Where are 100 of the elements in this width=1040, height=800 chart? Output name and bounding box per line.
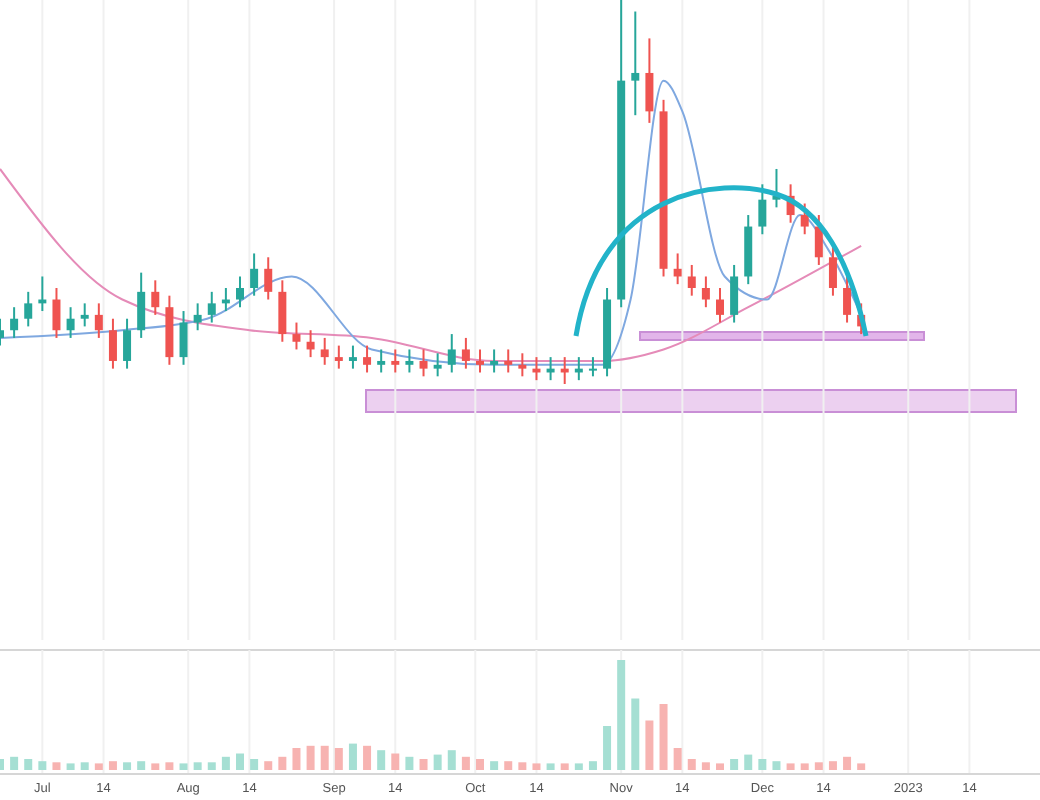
bar (250, 759, 259, 770)
bar (221, 756, 230, 770)
bar (363, 745, 372, 770)
bar (631, 698, 640, 770)
bar (476, 759, 484, 770)
bar (744, 754, 753, 770)
bar (38, 761, 47, 770)
candlestick (391, 348, 400, 374)
candlestick (320, 336, 329, 366)
candlestick (193, 302, 202, 332)
bar (504, 761, 513, 770)
candlestick (447, 333, 456, 374)
bar (532, 763, 541, 770)
bar (546, 763, 555, 770)
bar (165, 762, 174, 770)
candlestick (405, 348, 414, 374)
candlestick (476, 348, 484, 374)
bar (306, 745, 315, 770)
bar (730, 759, 739, 770)
bar (405, 756, 414, 770)
bar (207, 762, 216, 770)
candlestick (504, 348, 513, 374)
bar (814, 762, 823, 770)
candlestick (800, 202, 809, 236)
bar (645, 720, 654, 770)
bar (828, 761, 837, 770)
bar (786, 763, 795, 770)
bar (334, 748, 343, 770)
candlestick (673, 252, 682, 286)
candlestick (292, 321, 301, 351)
bar (419, 759, 428, 770)
candlestick (588, 356, 597, 378)
bar (518, 762, 527, 770)
bar (843, 756, 852, 770)
bar (348, 743, 357, 770)
candlestick (687, 263, 696, 297)
candlestick (730, 263, 739, 324)
candlestick (334, 344, 343, 370)
candlestick (828, 244, 837, 297)
candlestick (94, 302, 103, 339)
bar (193, 762, 202, 770)
bar (560, 763, 569, 770)
candlestick (490, 348, 499, 374)
candlestick (278, 279, 287, 343)
bar (320, 745, 329, 770)
candlestick (419, 348, 428, 378)
bar (758, 759, 767, 770)
candlestick (461, 336, 470, 370)
bar (66, 763, 75, 770)
candlestick (306, 329, 315, 359)
candlestick (236, 275, 244, 309)
bar (617, 660, 626, 770)
bar (278, 756, 287, 770)
bar (772, 761, 781, 770)
bar (377, 750, 386, 770)
bar (94, 763, 103, 770)
candlestick (52, 287, 61, 339)
bar (52, 762, 61, 770)
bar (574, 763, 583, 770)
candlestick (716, 287, 724, 324)
candlestick (108, 317, 117, 370)
bar (433, 754, 442, 770)
candlestick (758, 183, 767, 236)
candlestick (123, 317, 132, 370)
candlestick (179, 310, 188, 366)
candlestick (80, 302, 89, 328)
bar (447, 750, 456, 770)
bar (701, 762, 710, 770)
bar (179, 763, 188, 770)
bar (716, 763, 724, 770)
bar (292, 748, 301, 770)
bar (588, 761, 597, 770)
bar (108, 761, 117, 770)
candlestick (645, 37, 654, 124)
candlestick (24, 290, 33, 328)
bar (151, 763, 160, 770)
bar (659, 704, 668, 770)
bar (673, 748, 682, 770)
candlestick (631, 10, 640, 117)
bar (461, 756, 470, 770)
candlestick (843, 275, 852, 324)
bar (490, 761, 499, 770)
candlestick (137, 271, 146, 339)
bar (10, 756, 19, 770)
candlestick (348, 344, 357, 370)
candlestick (264, 256, 273, 301)
candlestick (151, 279, 160, 316)
candlestick (250, 252, 259, 297)
candlestick (814, 214, 823, 266)
candlestick (433, 352, 442, 378)
bar (687, 759, 696, 770)
bar (24, 759, 33, 770)
bar (123, 762, 132, 770)
bar (264, 761, 273, 770)
bar (857, 763, 866, 770)
candlestick (363, 344, 372, 374)
bar (391, 753, 400, 770)
candlestick (518, 352, 527, 378)
candlestick (701, 275, 710, 309)
bar (236, 753, 244, 770)
